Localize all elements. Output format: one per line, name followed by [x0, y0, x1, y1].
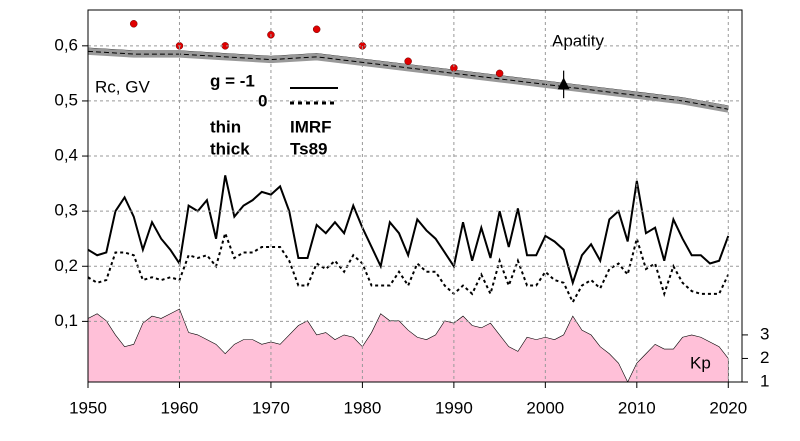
observation	[495, 69, 504, 78]
y-tick-label: 0,3	[54, 201, 78, 220]
observation	[129, 20, 138, 28]
observation	[404, 57, 412, 66]
line	[88, 229, 730, 305]
y2-axis-label: Kp	[690, 353, 711, 372]
x-tick-label: 2020	[709, 398, 747, 417]
x-tick-label: 2010	[618, 398, 656, 417]
station-label: Apatity	[552, 31, 604, 50]
legend-label: thin	[210, 117, 241, 136]
y-tick-label: 0,4	[54, 146, 78, 165]
legend-label: Ts89	[290, 139, 328, 158]
observation	[312, 25, 321, 34]
x-tick-label: 1980	[343, 398, 381, 417]
y2-tick-label: 1	[760, 371, 769, 390]
kp-area	[88, 308, 729, 382]
y-tick-label: 0,1	[54, 311, 78, 330]
x-tick-label: 1970	[252, 398, 290, 417]
y-tick-label: 0,2	[54, 256, 78, 275]
y-tick-label: 0,6	[54, 35, 78, 54]
y2-tick-label: 2	[760, 348, 769, 367]
plot-area	[88, 20, 730, 382]
y-axis-label: Rc, GV	[95, 77, 150, 96]
y-tick-label: 0,5	[54, 90, 78, 109]
x-tick-label: 1990	[435, 398, 473, 417]
band-line-core	[88, 50, 729, 110]
legend-label: thick	[210, 139, 250, 158]
y2-tick-label: 3	[760, 324, 769, 343]
legend-label: IMRF	[290, 117, 332, 136]
station-point	[557, 77, 570, 90]
legend-label: g = -1	[210, 71, 255, 90]
plot-frame	[87, 9, 743, 383]
x-tick-label: 2000	[526, 398, 564, 417]
x-tick-label: 1960	[161, 398, 199, 417]
x-tick-label: 1950	[69, 398, 107, 417]
line	[88, 175, 730, 287]
